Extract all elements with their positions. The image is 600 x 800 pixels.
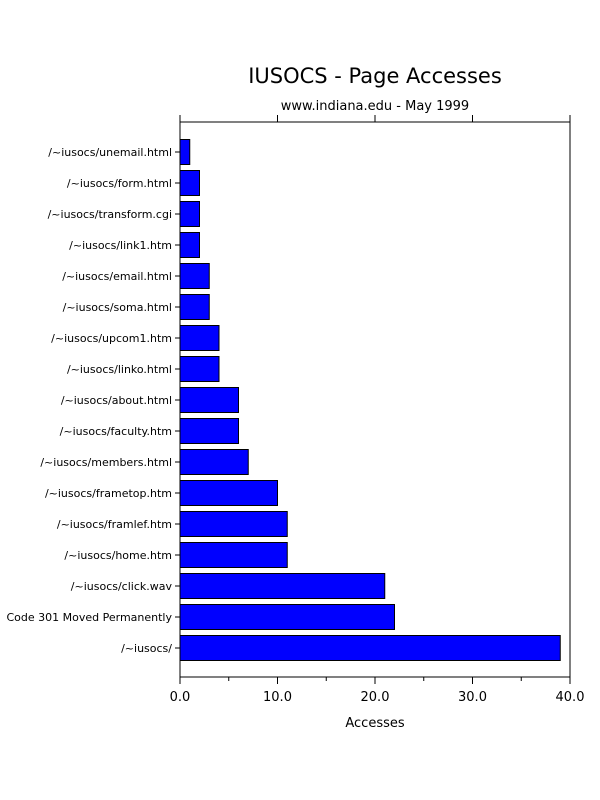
x-axis-label: Accesses <box>345 716 405 731</box>
category-label-2: /~iusocs/transform.cgi <box>48 208 172 221</box>
category-label-16: /~iusocs/ <box>121 642 172 655</box>
category-label-3: /~iusocs/link1.htm <box>69 239 172 252</box>
bar-16 <box>179 635 561 661</box>
category-label-13: /~iusocs/home.htm <box>64 549 172 562</box>
bar-6 <box>179 325 220 351</box>
bar-11 <box>179 480 278 506</box>
category-label-4: /~iusocs/email.html <box>62 270 172 283</box>
bar-2 <box>179 201 200 227</box>
plot-frame <box>179 121 571 678</box>
bar-0 <box>179 139 191 165</box>
bar-8 <box>179 387 239 413</box>
bar-10 <box>179 449 249 475</box>
chart-subtitle: www.indiana.edu - May 1999 <box>281 99 469 114</box>
x-tick-label-2: 20.0 <box>361 690 390 705</box>
bar-4 <box>179 263 210 289</box>
bar-3 <box>179 232 200 258</box>
category-label-9: /~iusocs/faculty.htm <box>60 425 172 438</box>
category-labels-group: /~iusocs/unemail.html /~iusocs/form.html /… <box>6 146 180 655</box>
bar-14 <box>179 573 386 599</box>
bar-7 <box>179 356 220 382</box>
bar-15 <box>179 604 395 630</box>
x-ticks-group: 0.0 10.0 20.0 30.0 40.0 <box>170 115 585 705</box>
category-label-6: /~iusocs/upcom1.htm <box>51 332 172 345</box>
bar-1 <box>179 170 200 196</box>
category-label-5: /~iusocs/soma.html <box>63 301 172 314</box>
bars-group <box>179 139 561 661</box>
category-label-15: Code 301 Moved Permanently <box>6 611 172 624</box>
bar-5 <box>179 294 210 320</box>
category-label-11: /~iusocs/frametop.htm <box>45 487 172 500</box>
bar-12 <box>179 511 288 537</box>
x-tick-label-3: 30.0 <box>458 690 487 705</box>
category-label-8: /~iusocs/about.html <box>61 394 172 407</box>
x-tick-label-4: 40.0 <box>556 690 585 705</box>
chart-title: IUSOCS - Page Accesses <box>248 64 502 88</box>
category-label-12: /~iusocs/framlef.htm <box>57 518 172 531</box>
category-label-10: /~iusocs/members.html <box>40 456 172 469</box>
category-label-14: /~iusocs/click.wav <box>71 580 173 593</box>
x-tick-label-1: 10.0 <box>263 690 292 705</box>
category-label-7: /~iusocs/linko.html <box>67 363 172 376</box>
bar-13 <box>179 542 288 568</box>
category-label-0: /~iusocs/unemail.html <box>48 146 172 159</box>
x-tick-label-0: 0.0 <box>170 690 191 705</box>
category-label-1: /~iusocs/form.html <box>67 177 172 190</box>
bar-9 <box>179 418 239 444</box>
